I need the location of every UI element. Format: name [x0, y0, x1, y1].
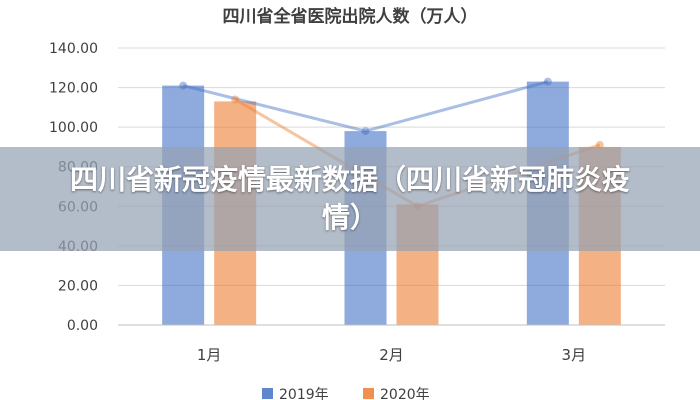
- y-tick-label: 0.00: [67, 318, 98, 334]
- x-axis: 1月 2月 3月: [118, 324, 665, 364]
- line-point-2019年-2月: [361, 127, 370, 136]
- line-point-2020年-3月: [595, 140, 604, 149]
- x-tick-label: 1月: [197, 346, 222, 364]
- legend-swatch-2020年: [363, 388, 374, 399]
- line-point-2019年-3月: [543, 77, 552, 86]
- overlay-banner: 四川省新冠疫情最新数据（四川省新冠肺炎疫情）: [0, 147, 700, 251]
- overlay-title: 四川省新冠疫情最新数据（四川省新冠肺炎疫情）: [69, 163, 630, 234]
- y-tick-label: 100.00: [49, 120, 98, 136]
- x-tick-label: 2月: [379, 346, 404, 364]
- line-point-2020年-1月: [231, 95, 240, 104]
- y-tick-label: 120.00: [49, 81, 98, 97]
- x-tick-label: 3月: [562, 346, 587, 364]
- legend-label-2020年: 2020年: [380, 387, 430, 400]
- legend: 2019年 2020年: [262, 387, 430, 400]
- trend-line-2019年: [182, 80, 549, 133]
- legend-label-2019年: 2019年: [279, 387, 329, 400]
- y-tick-label: 20.00: [58, 278, 98, 294]
- legend-swatch-2019年: [262, 388, 273, 399]
- line-point-2019年-1月: [179, 81, 188, 90]
- y-tick-label: 140.00: [49, 41, 98, 57]
- chart-title: 四川省全省医院出院人数（万人）: [223, 6, 478, 27]
